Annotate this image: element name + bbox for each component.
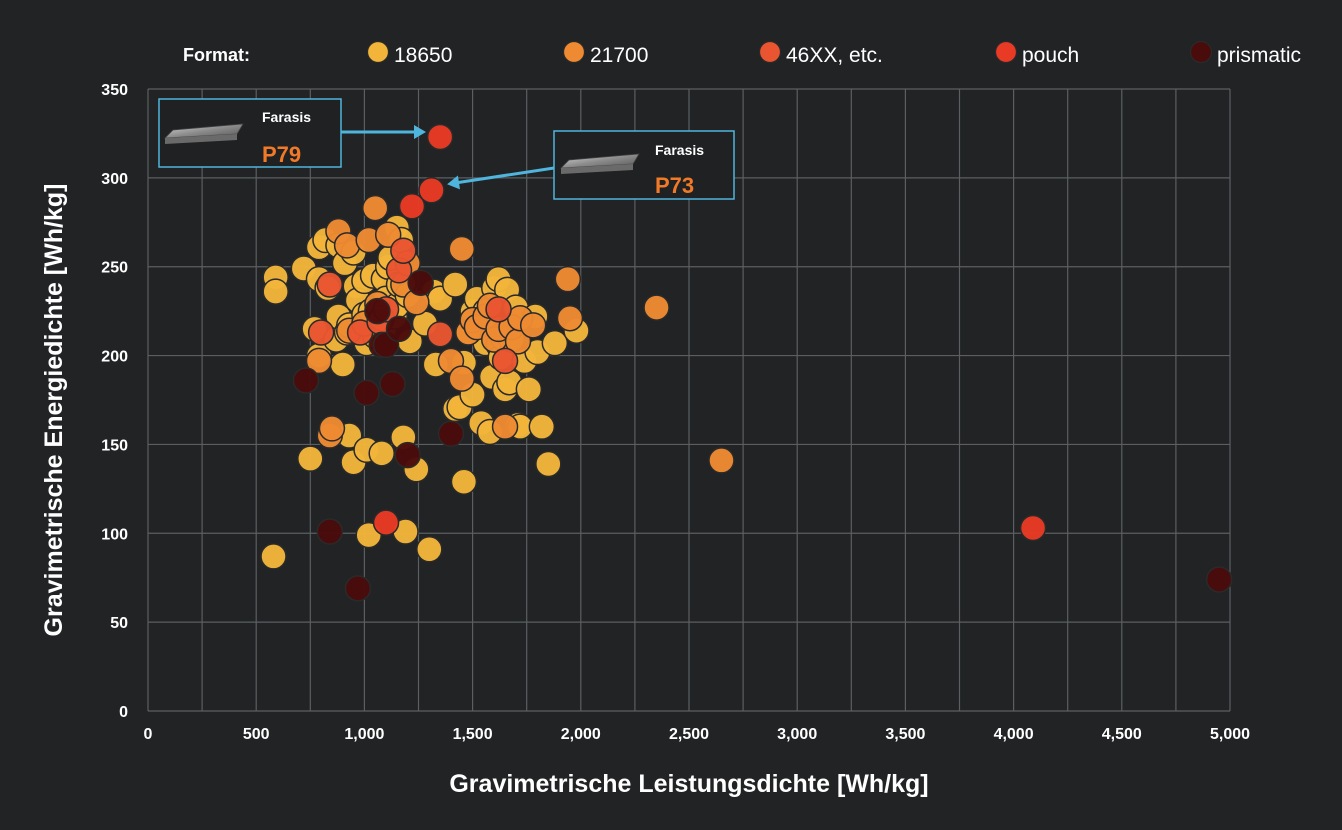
data-point [260, 543, 287, 570]
y-tick-label: 300 [101, 171, 128, 188]
data-point [708, 447, 735, 474]
data-point [390, 237, 417, 264]
x-tick-label: 2,500 [669, 726, 709, 743]
battery-cell-side [561, 164, 633, 174]
x-tick-label: 0 [144, 726, 153, 743]
data-point [297, 445, 324, 472]
x-tick-label: 4,500 [1102, 726, 1142, 743]
legend: Format: 18650 21700 46XX, etc. pouch prismati… [183, 40, 1301, 67]
x-axis-label: Gravimetrische Leistungsdichte [Wh/kg] [449, 770, 928, 798]
data-point [541, 329, 569, 357]
data-point [329, 351, 357, 378]
axes: 0 50 100 150 200 250 300 350 0 500 1,000 1,500 2,000… [40, 82, 1250, 798]
data-point [316, 518, 344, 545]
legend-marker [562, 40, 586, 64]
battery-cell-icon [163, 123, 244, 144]
data-point [372, 509, 400, 536]
data-point [305, 347, 333, 375]
data-point [292, 367, 320, 394]
y-tick-label: 150 [101, 437, 128, 454]
annotation-model: P73 [655, 173, 694, 198]
data-point [307, 319, 335, 346]
legend-marker [994, 40, 1018, 64]
data-point [1019, 514, 1047, 542]
x-tick-label: 1,000 [344, 726, 384, 743]
battery-cell-side [165, 134, 237, 144]
data-point [379, 370, 406, 398]
y-tick-label: 50 [110, 615, 128, 632]
legend-marker [366, 40, 390, 64]
data-point [394, 441, 421, 469]
data-point [485, 296, 512, 323]
data-point [426, 320, 454, 348]
legend-label: 21700 [590, 44, 648, 67]
data-point [344, 575, 372, 602]
data-point [554, 265, 582, 293]
y-tick-label: 0 [119, 704, 128, 721]
data-point [437, 420, 465, 448]
x-tick-label: 1,500 [453, 726, 493, 743]
legend-label: pouch [1022, 44, 1079, 67]
data-point [491, 413, 519, 440]
legend-label: 46XX, etc. [786, 44, 883, 67]
data-point [368, 440, 395, 467]
annotation-arrowhead [447, 175, 461, 190]
y-tick-label: 250 [101, 260, 128, 277]
data-point [316, 271, 344, 298]
data-point [643, 294, 670, 321]
data-point [450, 468, 478, 495]
data-point [519, 312, 547, 339]
legend-label: prismatic [1217, 44, 1301, 67]
y-tick-label: 200 [101, 349, 128, 366]
battery-cell-shape [163, 123, 244, 139]
x-tick-label: 3,500 [885, 726, 925, 743]
data-point [418, 177, 445, 204]
data-point [515, 376, 543, 403]
data-point [1205, 566, 1233, 593]
data-point [407, 269, 434, 296]
x-tick-label: 3,000 [777, 726, 817, 743]
data-point [448, 235, 476, 263]
data-points [260, 123, 1233, 602]
data-point [398, 193, 426, 220]
data-point [318, 415, 346, 442]
battery-cell-icon [559, 153, 640, 174]
data-point [442, 271, 469, 298]
annotation-arrow [454, 166, 555, 185]
x-tick-label: 500 [243, 726, 270, 743]
data-point [556, 305, 584, 332]
annotation-arrowhead [414, 125, 426, 139]
annotation-label: Farasis [655, 142, 704, 158]
y-axis-label: Gravimetrische Energiedichte [Wh/kg] [40, 184, 68, 637]
data-point [491, 347, 519, 375]
data-point [416, 536, 443, 563]
x-tick-label: 2,000 [561, 726, 601, 743]
annotations: Farasis P79 Farasis P73 [158, 98, 735, 200]
legend-label: 18650 [394, 44, 452, 67]
x-tick-label: 4,000 [994, 726, 1034, 743]
battery-cell-shape [559, 153, 640, 169]
data-point [385, 315, 413, 343]
legend-marker [758, 40, 782, 64]
annotation-model: P79 [262, 142, 301, 167]
data-point [361, 194, 389, 222]
x-tick-label: 5,000 [1210, 726, 1250, 743]
data-point [353, 379, 380, 407]
data-point [333, 232, 361, 259]
data-point [528, 413, 556, 440]
data-point [426, 123, 454, 151]
y-tick-label: 100 [101, 526, 128, 543]
data-point [535, 450, 562, 478]
data-point [364, 297, 391, 325]
legend-title: Format: [183, 45, 250, 65]
annotation-label: Farasis [262, 109, 311, 125]
annotation-box [553, 130, 735, 200]
data-point [448, 365, 476, 392]
legend-marker [1189, 40, 1213, 64]
y-tick-label: 350 [101, 82, 128, 99]
data-point [262, 278, 289, 305]
